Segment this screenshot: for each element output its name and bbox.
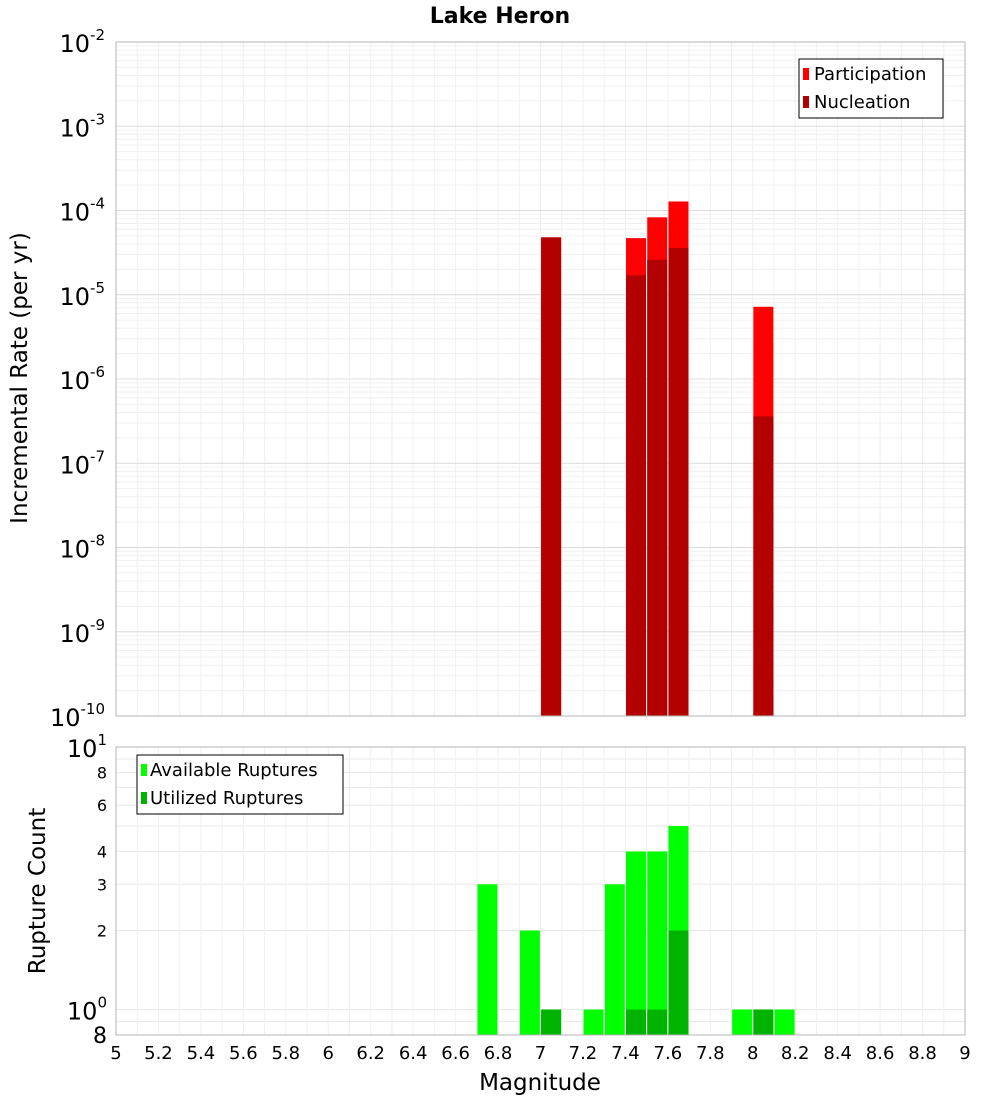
- utilized-ruptures-bar: [753, 1009, 774, 1035]
- bottom-y-tick-label: 8: [97, 763, 107, 782]
- available-ruptures-bar: [732, 1009, 753, 1035]
- x-tick-label: 7.8: [696, 1043, 725, 1064]
- utilized-ruptures-bar: [668, 930, 689, 1035]
- top-plot: [115, 41, 966, 717]
- nucleation-bar: [668, 247, 689, 716]
- legend-label: Utilized Ruptures: [150, 788, 303, 809]
- bottom-y-tick-label: 6: [97, 796, 107, 815]
- bottom-y-tick-label: 8: [93, 1024, 107, 1049]
- x-tick-label: 6.8: [484, 1043, 513, 1064]
- nucleation-bar: [541, 237, 562, 717]
- x-tick-label: 8.2: [781, 1043, 810, 1064]
- legend-label: Participation: [814, 64, 926, 85]
- x-tick-label: 5.4: [187, 1043, 216, 1064]
- legend-swatch: [803, 96, 809, 108]
- top-y-tick-label: 10-10: [50, 700, 105, 732]
- chart-title: Lake Heron: [430, 4, 570, 29]
- bottom-y-axis-label: Rupture Count: [25, 808, 51, 974]
- legend-label: Nucleation: [814, 92, 910, 113]
- legend-label: Available Ruptures: [150, 760, 318, 781]
- x-tick-label: 8.6: [866, 1043, 895, 1064]
- bottom-y-tick-label: 3: [97, 875, 107, 894]
- x-tick-label: 8.4: [823, 1043, 852, 1064]
- legend-swatch: [141, 792, 147, 804]
- top-y-tick-label: 10-9: [59, 616, 105, 648]
- available-ruptures-bar: [519, 930, 540, 1035]
- x-tick-label: 9: [959, 1043, 970, 1064]
- x-tick-label: 8: [747, 1043, 758, 1064]
- bottom-y-tick-label: 4: [97, 842, 107, 861]
- available-ruptures-bar: [626, 851, 647, 1035]
- top-plot-frame: [115, 41, 966, 717]
- x-tick-label: 6.2: [356, 1043, 385, 1064]
- x-tick-label: 6.4: [399, 1043, 428, 1064]
- x-tick-label: 5.6: [229, 1043, 258, 1064]
- nucleation-bar: [647, 259, 668, 716]
- x-tick-label: 7.2: [569, 1043, 598, 1064]
- top-y-tick-label: 10-7: [59, 447, 105, 479]
- available-ruptures-bar: [604, 884, 625, 1035]
- available-ruptures-bar: [774, 1009, 795, 1035]
- x-tick-label: 7.6: [654, 1043, 683, 1064]
- top-legend-frame: [798, 58, 944, 119]
- legend-swatch: [803, 68, 809, 80]
- x-tick-label: 6: [323, 1043, 334, 1064]
- top-y-tick-label: 10-6: [59, 363, 105, 395]
- available-ruptures-bar: [647, 851, 668, 1035]
- x-tick-label: 6.6: [441, 1043, 470, 1064]
- x-tick-label: 5.8: [271, 1043, 300, 1064]
- nucleation-bar: [753, 416, 774, 716]
- top-y-tick-label: 10-3: [59, 110, 105, 142]
- top-legend: Participation Nucleation: [798, 58, 944, 119]
- x-tick-label: 5.2: [144, 1043, 173, 1064]
- utilized-ruptures-bar: [647, 1009, 668, 1035]
- available-ruptures-bar: [477, 884, 498, 1035]
- x-tick-label: 7.4: [611, 1043, 640, 1064]
- nucleation-bar: [626, 275, 647, 716]
- top-y-tick-label: 10-4: [59, 195, 105, 227]
- utilized-ruptures-bar: [626, 1009, 647, 1035]
- bottom-legend: Available Ruptures Utilized Ruptures: [136, 754, 344, 815]
- bottom-y-tick-label: 2: [97, 922, 107, 941]
- legend-swatch: [141, 764, 147, 776]
- bottom-legend-frame: [136, 754, 344, 815]
- x-tick-label: 8.8: [908, 1043, 937, 1064]
- x-axis-label: Magnitude: [479, 1070, 601, 1096]
- bottom-plot: [115, 746, 966, 1036]
- top-y-axis-label: Incremental Rate (per yr): [7, 232, 33, 524]
- x-tick-label: 7: [535, 1043, 546, 1064]
- bottom-y-tick-label: 101: [67, 731, 107, 763]
- top-y-tick-label: 10-2: [59, 26, 105, 58]
- bottom-y-tick-label: 100: [67, 994, 107, 1026]
- available-ruptures-bar: [583, 1009, 604, 1035]
- top-y-tick-label: 10-8: [59, 532, 105, 564]
- top-y-tick-label: 10-5: [59, 279, 105, 311]
- x-tick-label: 5: [110, 1043, 121, 1064]
- utilized-ruptures-bar: [541, 1009, 562, 1035]
- bottom-plot-frame: [115, 746, 966, 1036]
